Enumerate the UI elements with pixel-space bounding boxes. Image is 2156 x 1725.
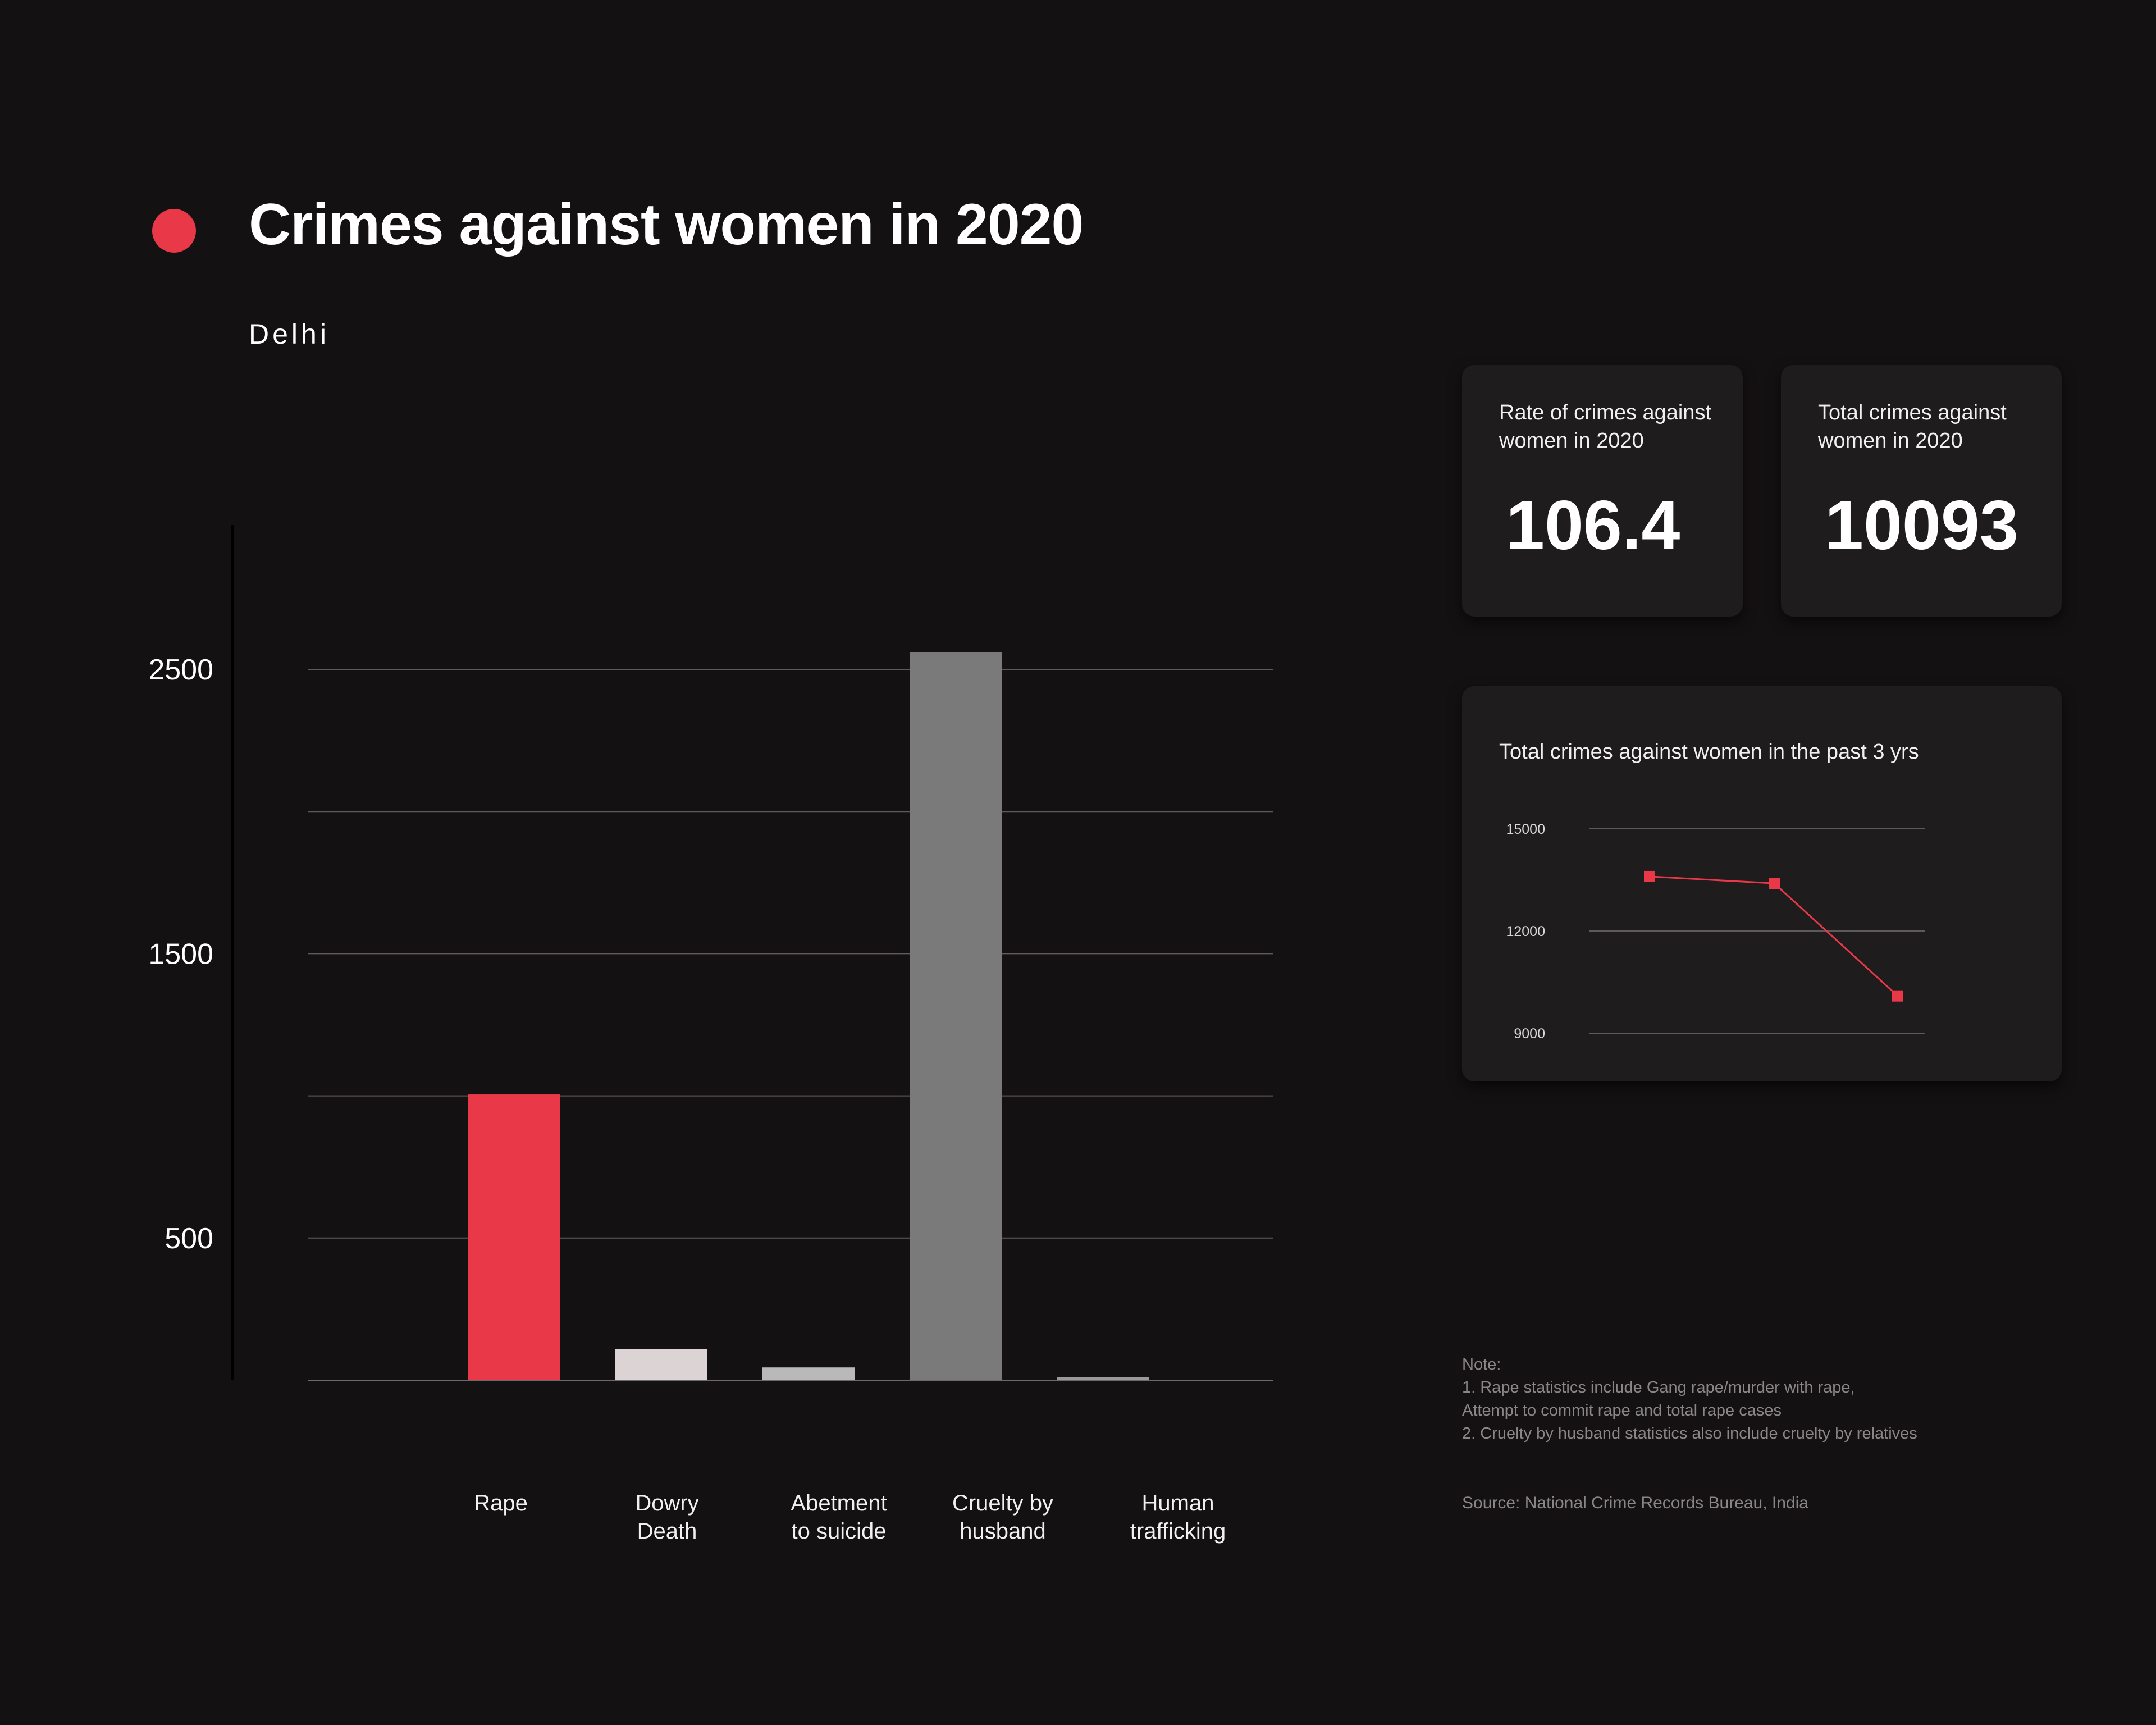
total-value: 10093	[1825, 487, 2018, 564]
y-tick-label: 1500	[148, 938, 213, 970]
x-category-label-line: husband	[960, 1519, 1046, 1544]
rate-label: Rate of crimes against women in 2020	[1499, 401, 1712, 453]
source: Source: National Crime Records Bureau, I…	[1462, 1494, 1808, 1512]
x-category-label: Rape	[400, 1489, 602, 1517]
bar-abetment-to-suicide	[762, 1367, 855, 1380]
x-category-label-line: Rape	[474, 1491, 528, 1516]
page-subtitle: Delhi	[249, 318, 330, 350]
x-category-label-line: Human	[1141, 1491, 1214, 1516]
line-point	[1769, 878, 1780, 889]
bar-dowry-death	[615, 1349, 707, 1380]
y-tick-label: 500	[165, 1222, 213, 1255]
x-category-label: Abetment to suicide	[738, 1489, 940, 1545]
line-y-tick-label: 9000	[1514, 1026, 1545, 1042]
x-category-label: Cruelty by husband	[902, 1489, 1104, 1545]
page-title: Crimes against women in 2020	[249, 192, 1084, 257]
line-y-tick-label: 15000	[1506, 822, 1545, 837]
x-category-label-line: to suicide	[791, 1519, 887, 1544]
rate-card: Rate of crimes against women in 2020 106…	[1462, 365, 1743, 617]
line-point	[1644, 870, 1655, 882]
note-line-1: 1. Rape statistics include Gang rape/mur…	[1462, 1379, 1855, 1397]
bar-human-trafficking	[1057, 1377, 1149, 1380]
line-chart-title: Total crimes against women in the past 3…	[1499, 740, 1919, 764]
x-category-label-line: Dowry	[635, 1491, 699, 1516]
title-dot-icon	[152, 209, 196, 253]
line-chart-card: Total crimes against women in the past 3…	[1462, 686, 2062, 1081]
x-category-label: Dowry Death	[566, 1489, 768, 1545]
bar-rape	[468, 1094, 560, 1380]
line-series	[1649, 875, 1899, 997]
bar-cruelty-by-husband	[910, 652, 1002, 1380]
x-category-label-line: Death	[637, 1519, 697, 1544]
note-line-3: 2. Cruelty by husband statistics also in…	[1462, 1425, 1917, 1443]
note: Note: 1. Rape statistics include Gang ra…	[1462, 1353, 1917, 1445]
line-point	[1892, 990, 1903, 1002]
rate-value: 106.4	[1506, 487, 1680, 564]
y-tick-label: 2500	[148, 654, 213, 686]
line-y-tick-label: 12000	[1506, 924, 1545, 939]
x-category-label: Human trafficking	[1077, 1489, 1279, 1545]
x-category-label-line: Cruelty by	[952, 1491, 1054, 1516]
line-chart: 15000 12000 9000	[1506, 822, 1925, 1042]
x-category-label-line: Abetment	[791, 1491, 887, 1516]
x-category-label-line: trafficking	[1130, 1519, 1226, 1544]
note-heading: Note:	[1462, 1356, 1501, 1373]
note-line-2: Attempt to commit rape and total rape ca…	[1462, 1402, 1782, 1420]
total-card: Total crimes against women in 2020 10093	[1781, 365, 2062, 617]
total-label: Total crimes against women in 2020	[1818, 401, 2007, 453]
